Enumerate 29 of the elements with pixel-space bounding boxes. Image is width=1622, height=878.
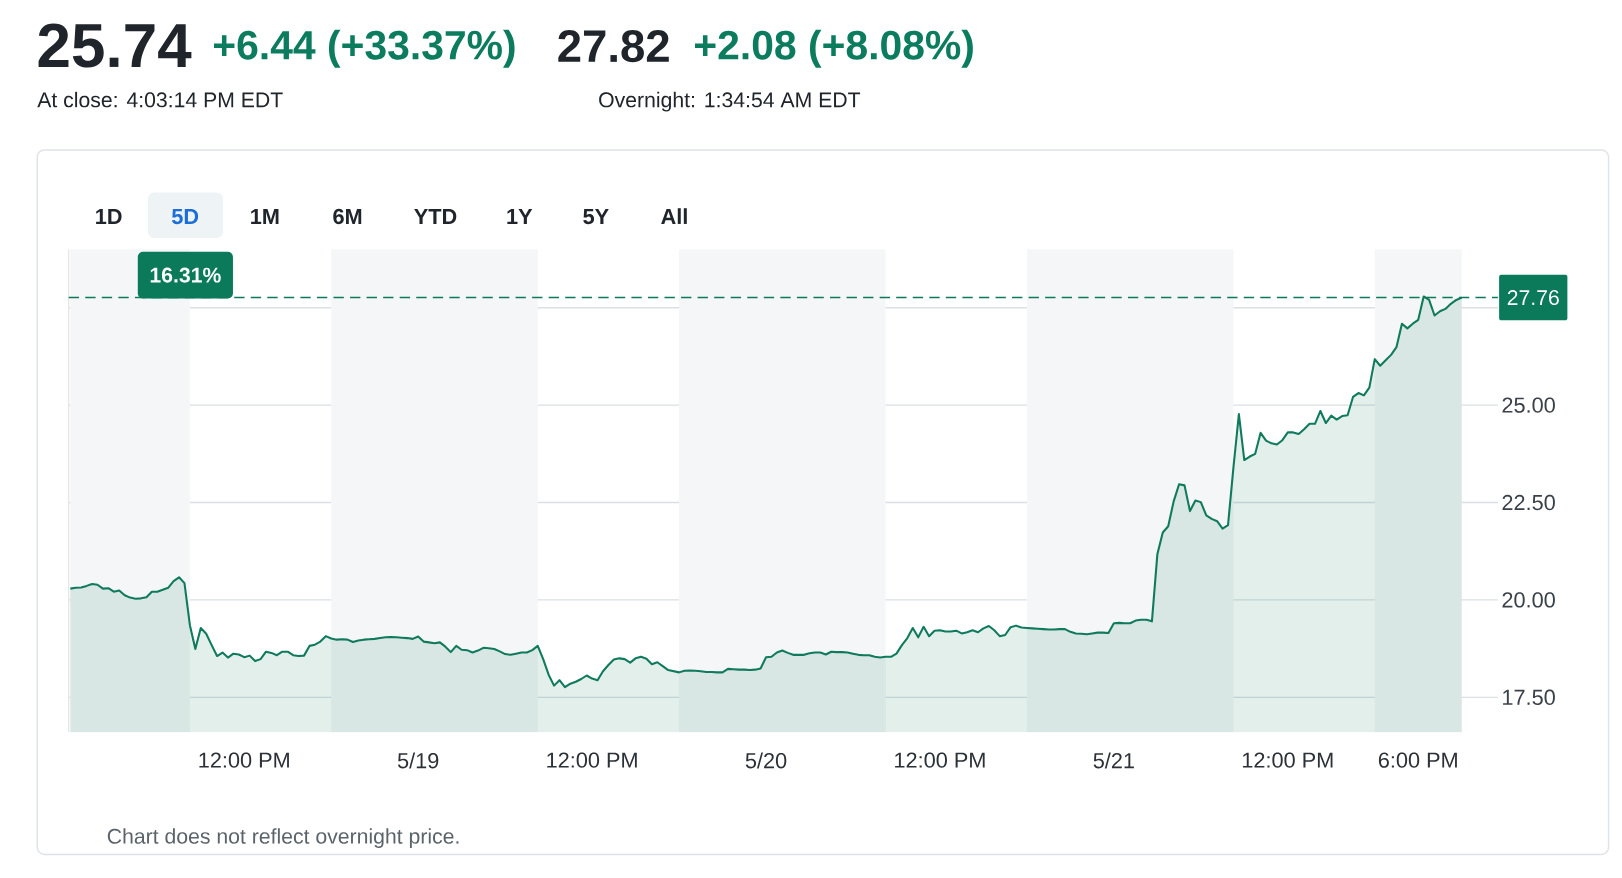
y-tick-label: 22.50 xyxy=(1502,494,1555,511)
x-tick-label: 6:00 PM xyxy=(1378,752,1457,768)
text: 5Y xyxy=(583,208,609,225)
y-tick-label: 17.50 xyxy=(1503,689,1555,705)
text: 1D xyxy=(96,208,122,224)
text: 6M xyxy=(333,208,362,225)
text: +2.08 (+8.08%) xyxy=(695,29,973,68)
x-tick-label: 12:00 PM xyxy=(1242,752,1333,768)
text: At close: 4:03:14 PM EDT xyxy=(37,91,283,108)
x-tick-label: 5/21 xyxy=(1093,752,1134,769)
text: 27.82 xyxy=(558,29,669,63)
x-tick-label: 5/20 xyxy=(745,752,787,769)
x-tick-label: 12:00 PM xyxy=(547,752,637,768)
x-tick-label: 5/19 xyxy=(397,752,439,769)
text: All xyxy=(661,208,687,224)
text: +6.44 (+33.37%) xyxy=(213,29,515,68)
text: Overnight: 1:34:54 AM EDT xyxy=(599,91,861,112)
text: Chart does not reflect overnight price. xyxy=(107,828,459,848)
text: 5D xyxy=(171,208,199,225)
ref-line-label: 27.76 xyxy=(1507,289,1559,305)
annotation: 16.31% xyxy=(150,267,221,283)
y-tick-label: 20.00 xyxy=(1502,592,1555,608)
x-tick-label: 12:00 PM xyxy=(199,752,289,768)
text: 1Y xyxy=(507,208,533,224)
x-tick-label: 12:00 PM xyxy=(895,752,985,768)
y-tick-label: 25.00 xyxy=(1502,397,1555,413)
text: YTD xyxy=(414,208,457,224)
text: 1M xyxy=(251,208,279,224)
text: 25.74 xyxy=(38,23,192,68)
